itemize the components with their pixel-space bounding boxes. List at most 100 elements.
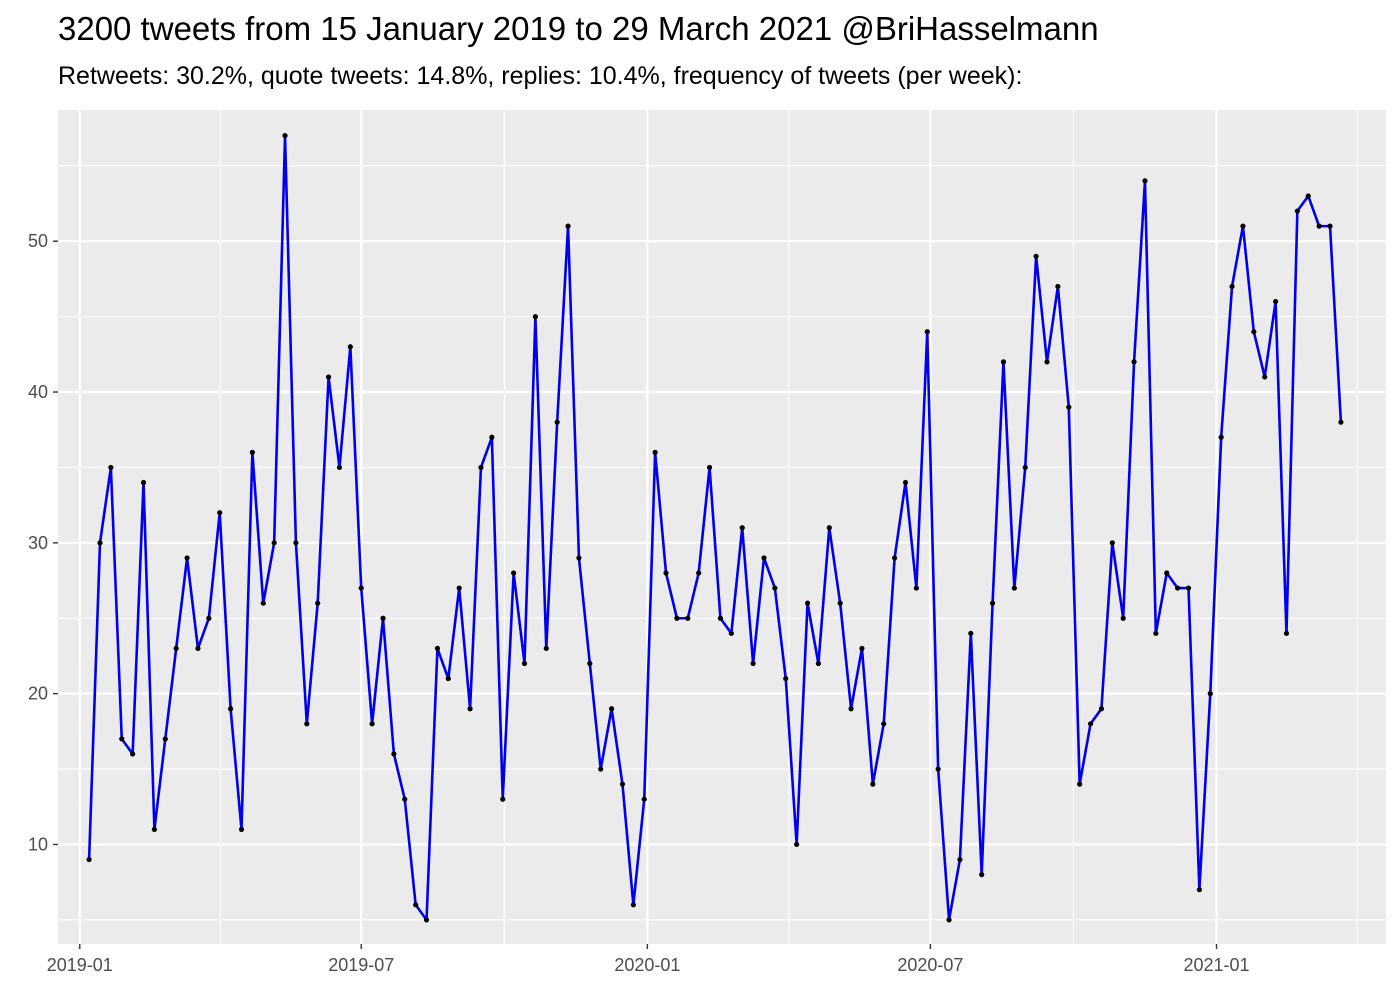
data-point xyxy=(1077,781,1083,787)
x-tick-label: 2021-01 xyxy=(1183,955,1249,975)
data-point xyxy=(728,630,734,636)
data-point xyxy=(826,525,832,531)
data-point xyxy=(413,902,419,908)
data-point xyxy=(543,645,549,652)
data-point xyxy=(1218,434,1224,440)
data-point xyxy=(1131,359,1137,365)
data-point xyxy=(1175,585,1181,591)
data-point xyxy=(369,721,375,727)
x-axis-tick-labels: 2019-01 2019-07 2020-01 2020-07 2021-01 xyxy=(47,955,1250,975)
chart-title: 3200 tweets from 15 January 2019 to 29 M… xyxy=(58,10,1099,47)
data-point xyxy=(489,434,495,440)
data-point xyxy=(86,856,92,863)
data-point xyxy=(1240,223,1246,229)
data-point xyxy=(772,585,778,591)
data-point xyxy=(1109,540,1115,546)
axis-ticks xyxy=(53,240,1218,949)
data-point xyxy=(717,615,724,621)
data-point xyxy=(1207,691,1213,697)
data-point xyxy=(706,464,713,471)
data-point xyxy=(663,570,669,576)
data-point xyxy=(1251,329,1257,335)
data-point xyxy=(119,736,125,742)
y-tick-label: 50 xyxy=(28,231,48,251)
series-points xyxy=(86,133,1344,923)
data-point xyxy=(238,826,245,832)
data-point xyxy=(511,570,517,576)
data-point xyxy=(173,645,179,652)
data-point xyxy=(467,706,473,712)
data-point xyxy=(1316,223,1322,229)
data-point xyxy=(739,525,745,531)
data-point xyxy=(228,706,234,712)
data-point xyxy=(260,600,266,606)
data-point xyxy=(630,902,636,908)
x-tick-label: 2019-01 xyxy=(47,955,113,975)
data-point xyxy=(804,600,811,606)
y-axis-tick-labels: 10 20 30 40 50 xyxy=(28,231,48,854)
data-point xyxy=(140,479,147,486)
data-point xyxy=(1098,706,1105,712)
y-tick-label: 10 xyxy=(28,834,48,854)
data-point xyxy=(532,314,539,320)
data-point xyxy=(1000,359,1007,365)
data-point xyxy=(598,766,604,772)
data-point xyxy=(902,479,909,486)
x-tick-label: 2019-07 xyxy=(328,955,394,975)
data-point xyxy=(456,585,462,591)
data-point xyxy=(325,374,332,380)
data-point xyxy=(587,660,593,667)
data-point xyxy=(674,615,680,621)
data-point xyxy=(195,645,201,652)
data-point xyxy=(565,223,571,229)
x-tick-label: 2020-07 xyxy=(897,955,963,975)
data-point xyxy=(1087,721,1094,727)
data-point xyxy=(478,464,484,471)
data-point xyxy=(97,540,103,546)
data-point xyxy=(282,133,288,139)
data-point xyxy=(608,706,615,712)
data-point xyxy=(1229,283,1235,290)
data-point xyxy=(1120,615,1126,621)
data-point xyxy=(619,781,626,787)
series-line xyxy=(87,134,1343,922)
data-point xyxy=(794,841,800,848)
data-point xyxy=(271,540,277,546)
data-point xyxy=(162,736,168,742)
data-point xyxy=(151,826,158,832)
data-point xyxy=(1283,630,1290,636)
data-point xyxy=(500,796,506,802)
data-point xyxy=(554,419,560,425)
y-tick-label: 30 xyxy=(28,533,48,553)
data-point xyxy=(870,781,876,787)
data-point xyxy=(576,555,582,561)
data-point xyxy=(184,555,190,561)
data-point xyxy=(1033,253,1039,259)
data-point xyxy=(1066,404,1072,410)
data-point xyxy=(837,600,843,606)
data-point xyxy=(685,615,691,621)
data-point xyxy=(1185,585,1192,591)
data-point xyxy=(815,660,822,667)
data-point xyxy=(913,585,919,591)
data-point xyxy=(1164,570,1170,576)
data-point xyxy=(445,675,451,682)
data-point xyxy=(935,766,941,772)
data-point xyxy=(108,464,114,471)
data-point xyxy=(521,660,528,667)
data-point xyxy=(380,615,386,621)
data-point xyxy=(1262,374,1268,380)
minor-gridlines xyxy=(58,110,1386,944)
data-point xyxy=(1305,193,1311,199)
data-point xyxy=(249,449,255,455)
data-point xyxy=(1055,283,1061,290)
data-point xyxy=(989,600,996,606)
data-point xyxy=(859,645,865,652)
data-point xyxy=(1294,208,1300,214)
plot-panel xyxy=(58,110,1386,944)
data-point xyxy=(293,540,299,546)
data-point xyxy=(206,615,212,621)
y-tick-label: 40 xyxy=(28,382,48,402)
data-point xyxy=(304,721,310,727)
